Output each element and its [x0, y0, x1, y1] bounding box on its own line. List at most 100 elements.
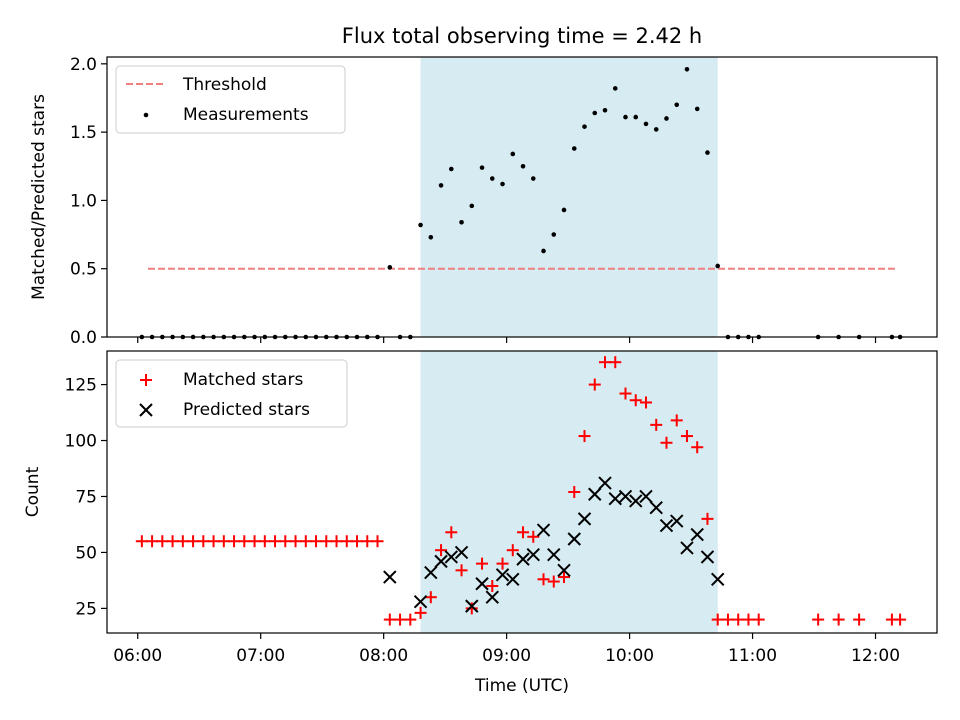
matched-star-point [320, 535, 333, 548]
matched-star-point [527, 530, 540, 543]
matched-star-point [187, 535, 200, 548]
x-axis-ticks-time: 06:00 07:00 08:00 09:00 10:00 11:00 12:00 [113, 633, 900, 666]
matched-star-point [609, 356, 622, 369]
matched-star-point [680, 430, 693, 443]
measurement-point [684, 66, 690, 72]
x-axis-label: Time (UTC) [474, 676, 569, 696]
chart-title: Flux total observing time = 2.42 h [342, 24, 702, 48]
legend-measurements-swatch [143, 112, 149, 118]
measurement-point [489, 176, 495, 181]
measurement-point [418, 222, 423, 228]
matched-star-point [670, 414, 683, 427]
y-axis-label-count: Count [23, 466, 43, 517]
measurement-point [674, 102, 680, 108]
predicted-star-point [659, 518, 674, 533]
predicted-star-point [639, 489, 653, 504]
matched-star-point [156, 535, 169, 548]
matched-star-point [146, 535, 159, 548]
measurement-point [510, 151, 516, 157]
predicted-star-point [485, 590, 499, 604]
matched-star-point [547, 575, 560, 588]
y-tick-label: 75 [75, 487, 97, 507]
measurement-point [541, 248, 546, 254]
matched-star-point [435, 544, 448, 557]
measurement-point [602, 107, 608, 113]
measurement-point [633, 114, 639, 120]
predicted-star-point [711, 572, 725, 586]
matched-star-point [711, 613, 724, 626]
count-series [135, 356, 907, 626]
legend-measurements-label: Measurements [183, 105, 309, 125]
predicted-star-point [547, 547, 561, 562]
predicted-star-point [413, 594, 428, 609]
measurement-point [612, 86, 618, 91]
measurement-point [715, 263, 721, 269]
matched-star-point [568, 486, 581, 498]
predicted-star-point [649, 500, 663, 515]
matched-star-point [496, 557, 509, 570]
matched-star-point [752, 613, 765, 626]
x-tick-label: 06:00 [113, 646, 162, 666]
measurement-point [571, 146, 577, 151]
matched-star-point [445, 526, 458, 539]
matched-star-point [599, 356, 611, 369]
legend-box-count [115, 359, 348, 428]
legend-matched-swatch [140, 374, 152, 386]
y-axis-ticks-count: 25 50 75 100 125 [65, 376, 107, 619]
matched-star-point [476, 557, 489, 570]
y-tick-label: 25 [75, 599, 97, 619]
predicted-star-point [424, 565, 438, 580]
measurement-point [623, 114, 628, 120]
predicted-star-point [608, 492, 622, 506]
legend-ratio: Threshold Measurements [115, 65, 346, 134]
legend-matched-label: Matched stars [183, 370, 303, 390]
matched-star-point [404, 613, 417, 626]
matched-star-point [701, 512, 714, 525]
measurement-point [592, 110, 598, 116]
y-tick-label: 125 [65, 376, 97, 396]
count-axes-frame [106, 350, 938, 634]
measurement-point [582, 124, 587, 129]
predicted-star-point [536, 523, 551, 537]
predicted-star-point [434, 554, 448, 569]
matched-star-point [424, 591, 437, 604]
predicted-star-point [454, 545, 469, 560]
ratio-panel: Matched/Predicted stars 0.00.51.01.52.0 … [29, 55, 938, 348]
matched-star-point [383, 613, 396, 626]
matched-star-point [660, 436, 673, 449]
predicted-star-point [465, 599, 479, 613]
matched-star-point [517, 526, 530, 539]
matched-star-point [588, 378, 601, 391]
measurement-point [530, 176, 536, 181]
matched-star-point [238, 535, 251, 548]
predicted-star-point [506, 572, 520, 586]
matched-star-point [506, 544, 519, 557]
matched-star-point [832, 613, 845, 626]
measurement-point [664, 116, 669, 121]
matched-star-point [812, 613, 825, 626]
predicted-star-point [383, 570, 397, 584]
ratio-axes-frame [106, 56, 938, 338]
y-axis-label-ratio: Matched/Predicted stars [29, 94, 49, 300]
measurement-point [643, 121, 649, 127]
matched-star-point [197, 535, 210, 548]
legend-threshold-label: Threshold [182, 75, 267, 95]
measurement-point [653, 127, 659, 132]
matched-star-point [310, 535, 323, 548]
y-tick-label: 2.0 [70, 55, 97, 75]
y-tick-label: 50 [75, 543, 97, 563]
matched-star-point [455, 564, 468, 577]
measurement-point [694, 106, 700, 112]
legend-count: Matched stars Predicted stars [115, 359, 348, 428]
predicted-star-point [670, 514, 684, 528]
matched-star-point [176, 535, 189, 548]
count-panel: Count Time (UTC) 25 50 75 100 125 06:00 07:00… [23, 350, 938, 696]
matched-star-point [619, 387, 632, 400]
matched-star-point [578, 430, 591, 443]
matched-star-point [248, 535, 261, 548]
matched-star-point [721, 613, 734, 626]
matched-star-point [629, 394, 642, 407]
matched-star-point [269, 535, 282, 548]
measurement-point [387, 265, 393, 270]
matched-star-point [351, 535, 364, 548]
